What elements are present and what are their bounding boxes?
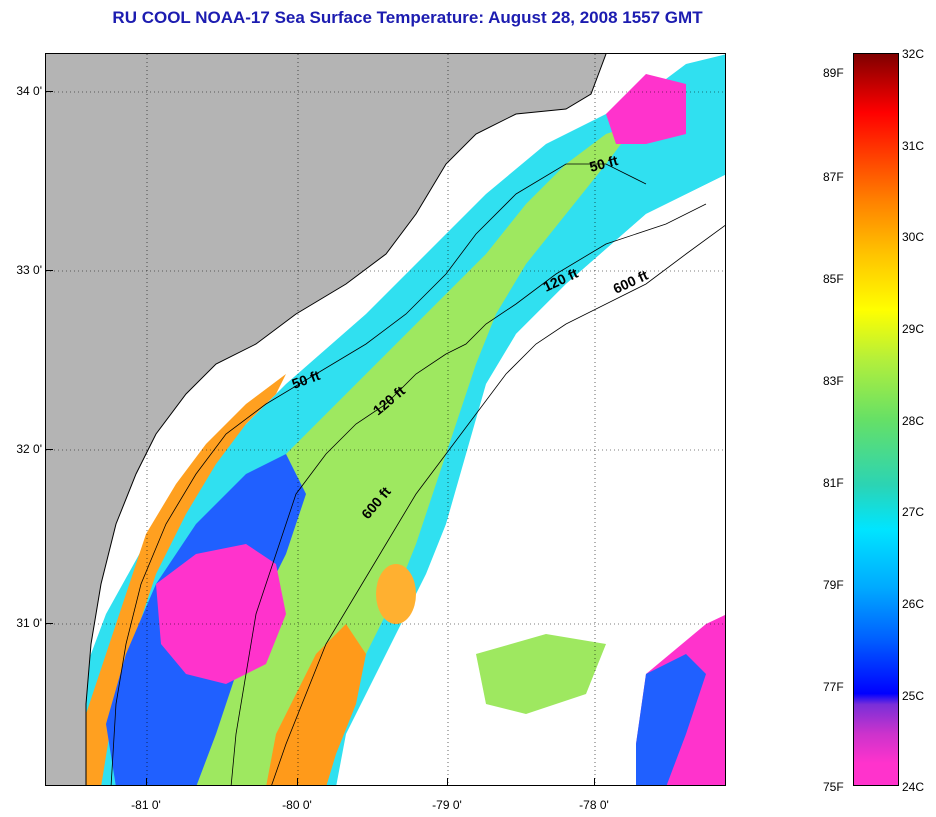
lat-tick <box>45 449 53 450</box>
isobath-50ft <box>110 163 647 785</box>
colorbar-label-87f: 87F <box>823 170 844 184</box>
colorbar-label-32c: 32C <box>902 47 925 61</box>
lat-label-31: 31 0' <box>16 616 42 630</box>
lon-tick <box>594 778 595 786</box>
colorbar-label-30c: 30C <box>902 230 925 244</box>
lat-tick <box>45 91 53 92</box>
colorbar-label-89f: 89F <box>823 66 844 80</box>
coastline <box>85 54 607 785</box>
sst-warm-patch <box>376 564 416 624</box>
isobath-600ft <box>271 224 725 785</box>
lat-label-34: 34 0' <box>16 84 42 98</box>
colorbar-label-75f: 75F <box>823 780 844 794</box>
colorbar-label-25c: 25C <box>902 689 925 703</box>
sst-warm-offshore <box>266 624 366 785</box>
temperature-colorbar <box>853 53 899 786</box>
colorbar-label-29c: 29C <box>902 322 925 336</box>
sst-coldest-north <box>606 74 686 144</box>
sst-map-canvas: 50 ft 120 ft 600 ft 50 ft 120 ft 600 ft <box>46 54 725 785</box>
lon-label-79: -79 0' <box>432 798 462 812</box>
lat-tick <box>45 270 53 271</box>
land-area <box>46 54 606 785</box>
sst-warm-nearshore <box>76 374 286 785</box>
lon-label-78: -78 0' <box>579 798 609 812</box>
lon-tick <box>146 778 147 786</box>
lat-label-32: 32 0' <box>16 442 42 456</box>
colorbar-label-24c: 24C <box>902 780 925 794</box>
sst-map[interactable]: 50 ft 120 ft 600 ft 50 ft 120 ft 600 ft <box>45 53 726 786</box>
chart-title: RU COOL NOAA-17 Sea Surface Temperature:… <box>112 8 703 27</box>
colorbar-label-26c: 26C <box>902 597 925 611</box>
colorbar-label-79f: 79F <box>823 578 844 592</box>
colorbar-label-27c: 27C <box>902 505 925 519</box>
lon-tick <box>297 778 298 786</box>
contour-label-50ft-north: 50 ft <box>588 152 620 175</box>
lon-label-80: -80 0' <box>282 798 312 812</box>
lat-tick <box>45 623 53 624</box>
colorbar-label-81f: 81F <box>823 476 844 490</box>
colorbar-label-83f: 83F <box>823 374 844 388</box>
colorbar-label-85f: 85F <box>823 272 844 286</box>
graticule <box>46 54 725 785</box>
lon-tick <box>447 778 448 786</box>
lon-label-81: -81 0' <box>131 798 161 812</box>
colorbar-label-31c: 31C <box>902 139 925 153</box>
lat-label-33: 33 0' <box>16 263 42 277</box>
sst-cold-se <box>636 654 706 785</box>
colorbar-label-28c: 28C <box>902 414 925 428</box>
colorbar-label-77f: 77F <box>823 680 844 694</box>
cloud-offshore <box>346 174 725 785</box>
cloud-gap-green <box>476 634 606 714</box>
sst-coldest-patch <box>156 544 286 684</box>
